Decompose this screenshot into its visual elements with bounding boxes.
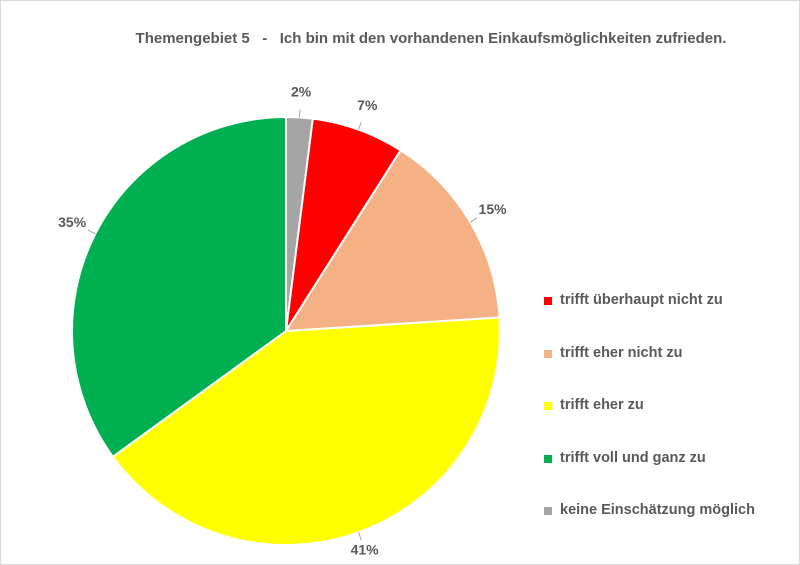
legend-swatch: [544, 507, 552, 515]
data-label: 7%: [357, 97, 378, 113]
leader-line: [469, 217, 478, 223]
legend-swatch: [544, 297, 552, 305]
legend-label: trifft überhaupt nicht zu: [560, 292, 723, 308]
legend: trifft überhaupt nicht zu trifft eher nic…: [544, 292, 755, 555]
data-label: 2%: [291, 83, 312, 99]
legend-swatch: [544, 402, 552, 410]
legend-item: trifft eher nicht zu: [544, 345, 755, 398]
legend-item: trifft eher zu: [544, 397, 755, 450]
data-label: 35%: [58, 214, 87, 230]
legend-item: trifft überhaupt nicht zu: [544, 292, 755, 345]
data-label: 15%: [479, 201, 508, 217]
data-label: 41%: [351, 541, 380, 557]
chart-title: Themengebiet 5 - Ich bin mit den vorhand…: [135, 30, 727, 47]
legend-label: trifft voll und ganz zu: [560, 449, 706, 466]
leader-line: [87, 229, 96, 235]
pie-slice: [71, 115, 287, 459]
legend-swatch: [544, 349, 552, 358]
legend-label: trifft eher zu: [560, 397, 644, 413]
legend-label: trifft eher nicht zu: [560, 344, 683, 361]
leader-line: [358, 121, 362, 130]
legend-item: trifft voll und ganz zu: [544, 450, 755, 503]
legend-label: keine Einschätzung möglich: [560, 502, 755, 518]
pie-slice: [284, 148, 501, 333]
legend-item: keine Einschätzung möglich: [544, 502, 755, 555]
leader-line: [358, 532, 362, 541]
leader-line: [298, 109, 301, 118]
legend-swatch: [544, 454, 552, 463]
